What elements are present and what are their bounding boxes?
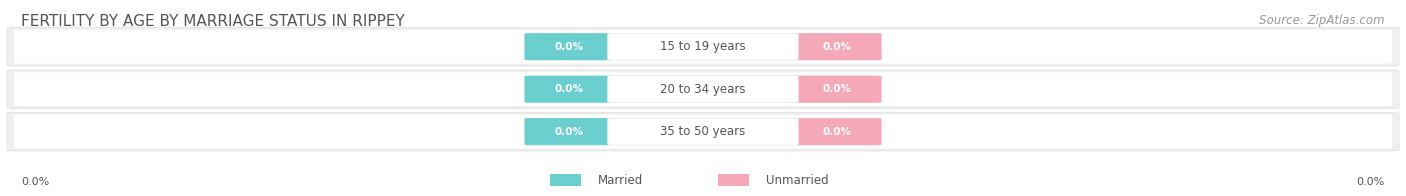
FancyBboxPatch shape <box>524 76 613 103</box>
FancyBboxPatch shape <box>7 112 1399 151</box>
FancyBboxPatch shape <box>793 76 882 103</box>
FancyBboxPatch shape <box>793 33 882 60</box>
Text: 20 to 34 years: 20 to 34 years <box>661 83 745 96</box>
Text: Unmarried: Unmarried <box>766 174 830 187</box>
FancyBboxPatch shape <box>607 118 799 145</box>
FancyBboxPatch shape <box>524 118 613 145</box>
FancyBboxPatch shape <box>607 76 799 103</box>
Text: 0.0%: 0.0% <box>21 177 49 187</box>
Text: FERTILITY BY AGE BY MARRIAGE STATUS IN RIPPEY: FERTILITY BY AGE BY MARRIAGE STATUS IN R… <box>21 14 405 29</box>
FancyBboxPatch shape <box>550 174 581 186</box>
FancyBboxPatch shape <box>14 72 1392 106</box>
Text: 0.0%: 0.0% <box>554 84 583 94</box>
Text: Married: Married <box>598 174 643 187</box>
Text: 35 to 50 years: 35 to 50 years <box>661 125 745 138</box>
Text: 0.0%: 0.0% <box>823 127 852 137</box>
FancyBboxPatch shape <box>524 33 613 60</box>
Text: 0.0%: 0.0% <box>554 42 583 52</box>
FancyBboxPatch shape <box>718 174 749 186</box>
FancyBboxPatch shape <box>14 30 1392 64</box>
FancyBboxPatch shape <box>793 118 882 145</box>
FancyBboxPatch shape <box>7 70 1399 108</box>
FancyBboxPatch shape <box>607 33 799 60</box>
Text: 0.0%: 0.0% <box>823 84 852 94</box>
Text: 0.0%: 0.0% <box>554 127 583 137</box>
Text: 0.0%: 0.0% <box>823 42 852 52</box>
Text: 0.0%: 0.0% <box>1357 177 1385 187</box>
FancyBboxPatch shape <box>14 115 1392 149</box>
FancyBboxPatch shape <box>7 27 1399 66</box>
Text: 15 to 19 years: 15 to 19 years <box>661 40 745 53</box>
Text: Source: ZipAtlas.com: Source: ZipAtlas.com <box>1260 14 1385 27</box>
